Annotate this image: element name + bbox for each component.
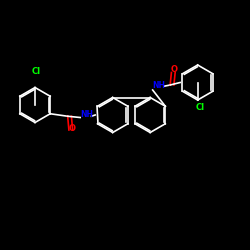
Text: NH: NH: [153, 80, 166, 90]
Text: O: O: [69, 124, 76, 133]
Text: O: O: [171, 65, 178, 74]
Text: Cl: Cl: [31, 67, 40, 76]
Text: NH: NH: [80, 110, 93, 120]
Text: Cl: Cl: [195, 104, 204, 112]
